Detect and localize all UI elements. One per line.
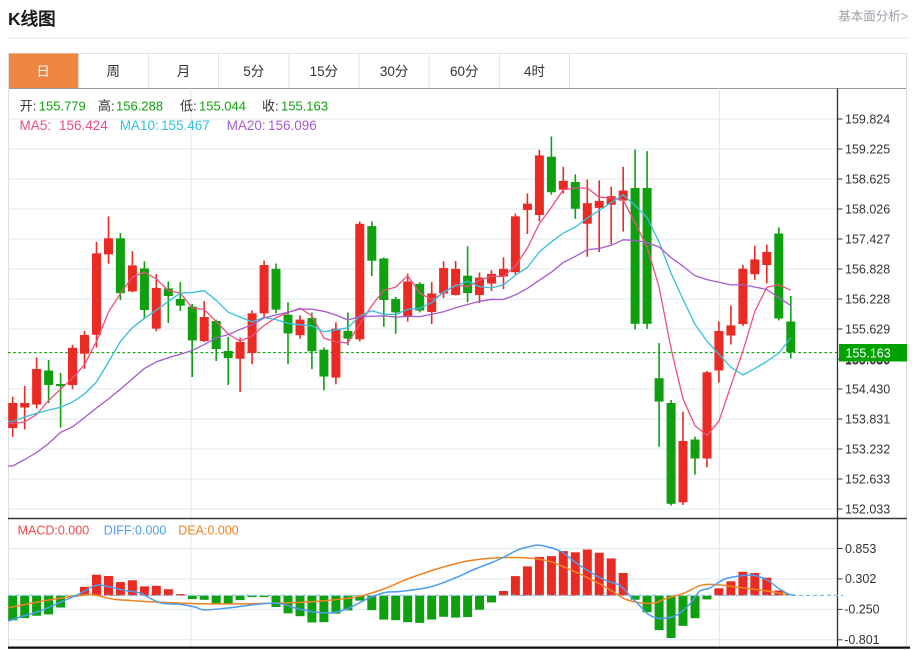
- svg-text:基本面分析>: 基本面分析>: [838, 10, 908, 24]
- svg-text:60分: 60分: [450, 64, 479, 79]
- svg-text:-0.250: -0.250: [844, 603, 879, 617]
- svg-text:157.427: 157.427: [845, 232, 890, 246]
- svg-text:0.853: 0.853: [845, 542, 876, 556]
- svg-text:154.430: 154.430: [845, 382, 890, 396]
- svg-text:日: 日: [36, 64, 50, 79]
- svg-text:K线图: K线图: [8, 9, 56, 29]
- svg-text:158.625: 158.625: [845, 172, 890, 186]
- svg-text:15分: 15分: [310, 64, 339, 79]
- svg-text:159.824: 159.824: [845, 112, 890, 126]
- svg-text:月: 月: [177, 64, 191, 79]
- svg-text:4时: 4时: [524, 64, 545, 79]
- svg-text:155.629: 155.629: [845, 322, 890, 336]
- svg-text:158.026: 158.026: [845, 202, 890, 216]
- svg-text:156.228: 156.228: [845, 292, 890, 306]
- svg-text:30分: 30分: [380, 64, 409, 79]
- svg-text:156.828: 156.828: [845, 262, 890, 276]
- svg-text:0.302: 0.302: [845, 572, 876, 586]
- svg-text:152.633: 152.633: [845, 472, 890, 486]
- svg-text:152.033: 152.033: [845, 502, 890, 516]
- svg-text:-0.801: -0.801: [844, 633, 879, 647]
- svg-text:周: 周: [107, 64, 121, 79]
- svg-text:159.225: 159.225: [845, 142, 890, 156]
- svg-text:5分: 5分: [243, 64, 264, 79]
- svg-text:153.831: 153.831: [845, 412, 890, 426]
- svg-text:153.232: 153.232: [845, 442, 890, 456]
- svg-text:155.163: 155.163: [846, 346, 891, 360]
